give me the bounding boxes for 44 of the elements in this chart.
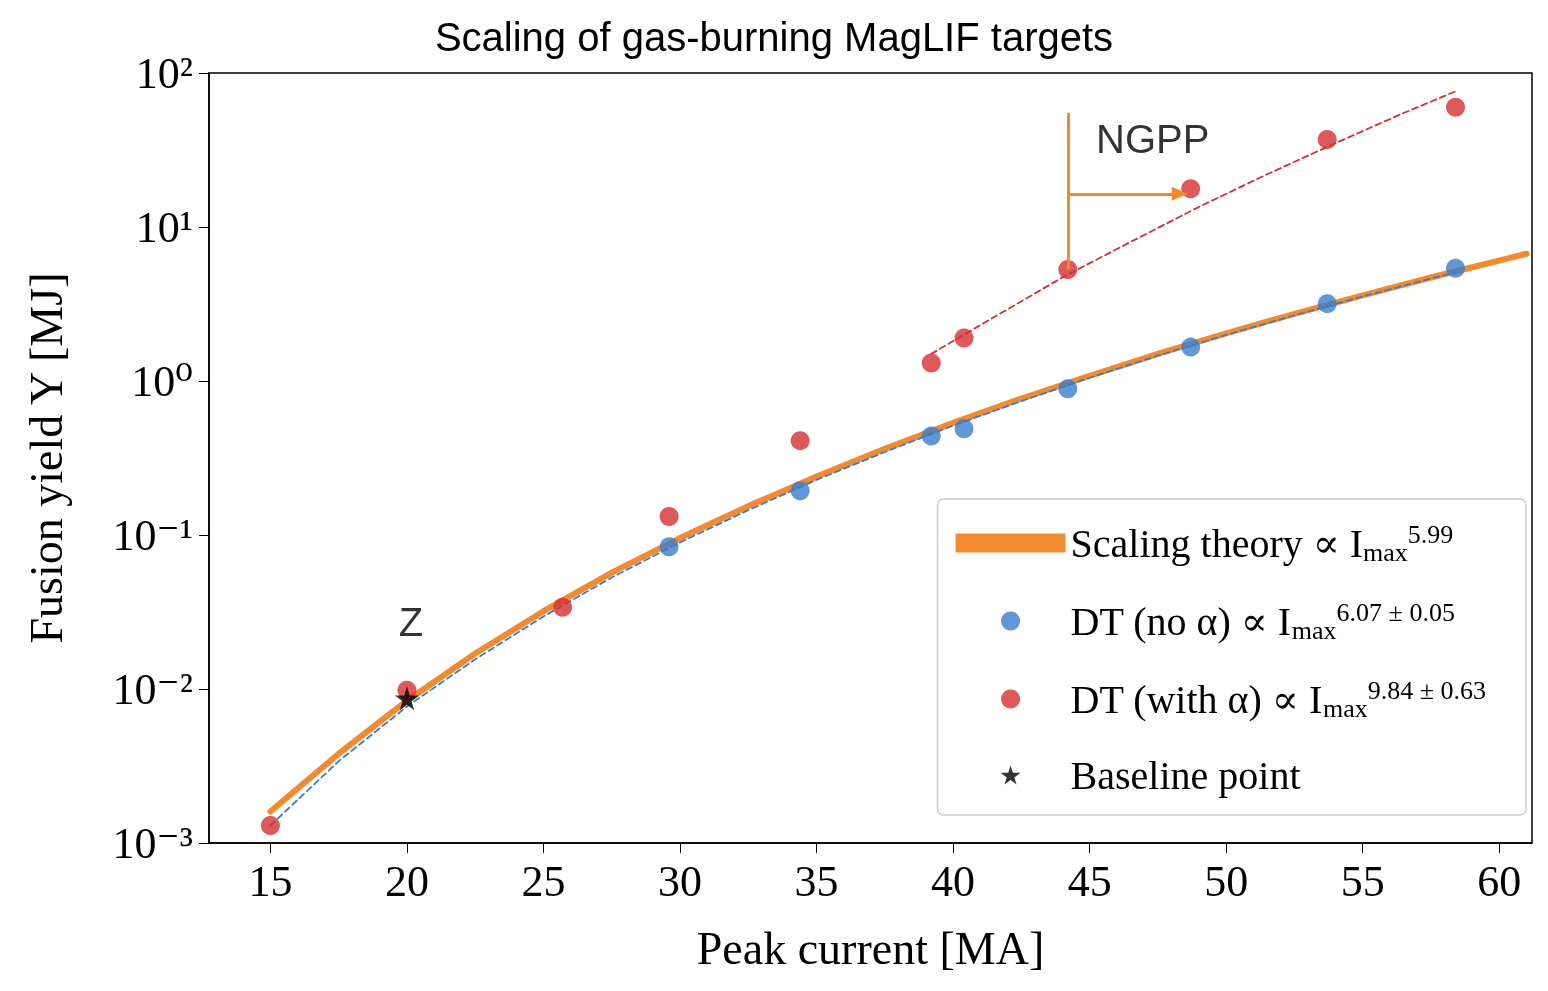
point bbox=[394, 686, 419, 711]
point bbox=[1058, 379, 1078, 399]
x-axis-title: Peak current [MA] bbox=[696, 922, 1045, 974]
point bbox=[1317, 130, 1337, 149]
point bbox=[790, 431, 810, 451]
x-tick-label: 35 bbox=[794, 856, 839, 906]
y-tick-label: 10⁰ bbox=[131, 356, 193, 406]
annotation: NGPP bbox=[1096, 117, 1210, 162]
point bbox=[1181, 337, 1201, 357]
legend-label: DT (no α) ∝ Imax6.07 ± 0.05 bbox=[1070, 597, 1455, 645]
point bbox=[659, 506, 679, 526]
point bbox=[790, 481, 810, 501]
x-tick-label: 15 bbox=[248, 856, 293, 906]
x-tick-label: 55 bbox=[1340, 856, 1385, 906]
point bbox=[1058, 259, 1078, 279]
x-tick-label: 25 bbox=[521, 856, 566, 906]
annotation: Z bbox=[398, 600, 424, 645]
x-tick-label: 20 bbox=[384, 856, 429, 906]
y-tick-label: 10² bbox=[135, 48, 193, 98]
legend-label: Baseline point bbox=[1070, 752, 1301, 798]
point bbox=[1446, 97, 1466, 117]
chart-title: Scaling of gas-burning MagLIF targets bbox=[434, 15, 1114, 59]
point bbox=[921, 353, 941, 373]
point bbox=[954, 328, 974, 348]
point bbox=[954, 419, 974, 439]
legend-label: DT (with α) ∝ Imax9.84 ± 0.63 bbox=[1070, 675, 1487, 723]
x-tick-label: 50 bbox=[1204, 856, 1249, 906]
point bbox=[1446, 258, 1466, 278]
point bbox=[1317, 294, 1337, 314]
x-tick-label: 40 bbox=[931, 856, 976, 906]
point bbox=[553, 597, 573, 617]
x-tick-label: 30 bbox=[658, 856, 703, 906]
legend-label: Scaling theory ∝ Imax5.99 bbox=[1070, 519, 1454, 567]
x-tick-label: 45 bbox=[1067, 856, 1112, 906]
y-tick-label: 10⁻³ bbox=[112, 818, 193, 868]
y-tick-label: 10¹ bbox=[135, 202, 193, 252]
y-axis-title: Fusion yield Y [MJ] bbox=[20, 272, 72, 644]
point bbox=[659, 537, 679, 557]
x-tick-label: 60 bbox=[1477, 856, 1522, 906]
y-tick-label: 10⁻¹ bbox=[112, 510, 193, 560]
point bbox=[260, 815, 280, 835]
point bbox=[921, 426, 941, 446]
y-tick-label: 10⁻² bbox=[112, 664, 193, 714]
point bbox=[1181, 179, 1201, 199]
